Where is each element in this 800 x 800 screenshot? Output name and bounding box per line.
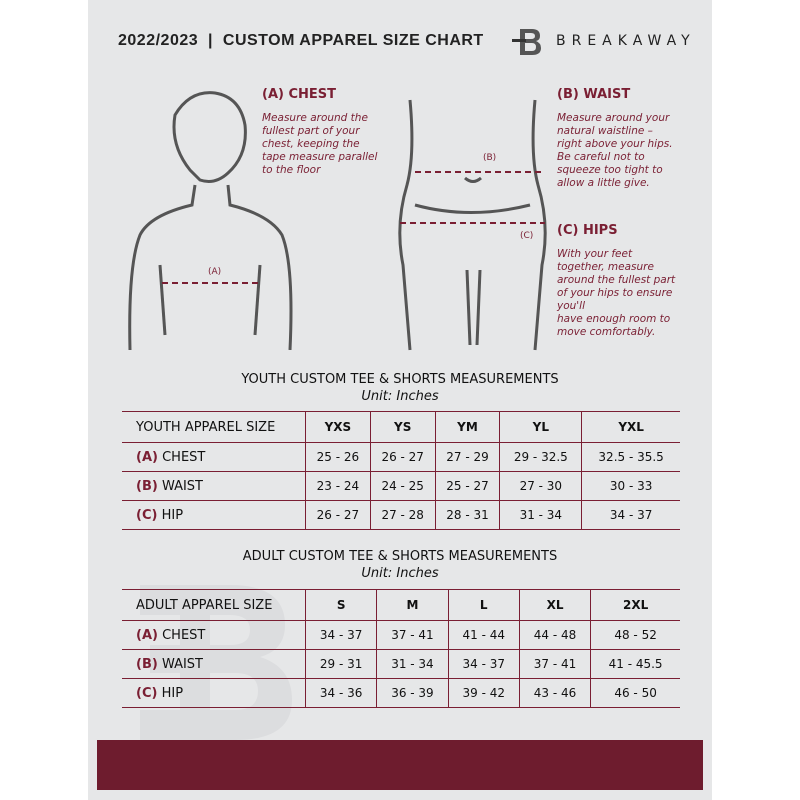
adult-unit: Unit: Inches bbox=[361, 566, 439, 581]
cell: 34 - 37 bbox=[581, 500, 680, 530]
cell: 29 - 31 bbox=[304, 649, 377, 679]
row-label: (B) WAIST bbox=[122, 471, 306, 501]
header-cell: YOUTH APPAREL SIZE bbox=[122, 411, 306, 443]
row-label: (A) CHEST bbox=[122, 620, 306, 650]
table-row: (B) WAIST 29 - 31 31 - 34 34 - 37 37 - 41 41 … bbox=[122, 649, 680, 679]
cell: 27 - 29 bbox=[434, 442, 500, 472]
waist-description: Measure around your natural waistline – ri… bbox=[557, 112, 673, 189]
cell: 29 - 32.5 bbox=[499, 442, 582, 472]
cell: 43 - 46 bbox=[518, 678, 591, 708]
cell: 25 - 26 bbox=[305, 442, 371, 472]
row-label: (C) HIP bbox=[122, 500, 306, 530]
cell: 37 - 41 bbox=[518, 649, 591, 679]
hips-marker: (C) bbox=[520, 231, 534, 241]
brand-name: BREAKAWAY bbox=[556, 33, 696, 49]
cell: 37 - 41 bbox=[376, 620, 449, 650]
waist-hips-figure-illustration bbox=[398, 99, 547, 351]
chest-description: Measure around the fullest part of your ch… bbox=[262, 112, 378, 176]
cell: 25 - 27 bbox=[434, 471, 500, 501]
cell: 26 - 27 bbox=[305, 500, 371, 530]
cell: 26 - 27 bbox=[369, 442, 436, 472]
hips-heading: (C) HIPS bbox=[557, 223, 618, 238]
header-cell: YXL bbox=[581, 411, 680, 443]
cell: 31 - 34 bbox=[376, 649, 449, 679]
header-cell: YXS bbox=[305, 411, 371, 443]
cell: 34 - 37 bbox=[447, 649, 520, 679]
row-label: (A) CHEST bbox=[122, 442, 306, 472]
cell: 34 - 37 bbox=[304, 620, 377, 650]
cell: 41 - 45.5 bbox=[590, 649, 680, 679]
table-row: (B) WAIST 23 - 24 24 - 25 25 - 27 27 - 30 30 … bbox=[122, 471, 680, 501]
youth-size-table: YOUTH APPAREL SIZE YXS YS YM YL YXL (A) CHEST… bbox=[122, 411, 680, 530]
adult-section-title: ADULT CUSTOM TEE & SHORTS MEASUREMENTS bbox=[242, 549, 558, 564]
youth-section-title: YOUTH CUSTOM TEE & SHORTS MEASUREMENTS bbox=[241, 372, 559, 387]
cell: 36 - 39 bbox=[376, 678, 449, 708]
chest-figure-illustration bbox=[128, 91, 293, 350]
cell: 41 - 44 bbox=[447, 620, 520, 650]
table-header-row: ADULT APPAREL SIZE S M L XL 2XL bbox=[122, 589, 680, 621]
header-cell: ADULT APPAREL SIZE bbox=[122, 589, 306, 621]
breakaway-logo-icon bbox=[512, 29, 541, 55]
header-cell: XL bbox=[518, 589, 591, 621]
header-cell: S bbox=[304, 589, 377, 621]
cell: 27 - 28 bbox=[369, 500, 436, 530]
cell: 46 - 50 bbox=[590, 678, 680, 708]
row-label: (B) WAIST bbox=[122, 649, 306, 679]
header-cell: 2XL bbox=[590, 589, 680, 621]
table-row: (C) HIP 26 - 27 27 - 28 28 - 31 31 - 34 34 - … bbox=[122, 500, 680, 530]
footer-band bbox=[97, 740, 703, 790]
adult-size-table: ADULT APPAREL SIZE S M L XL 2XL (A) CHEST 34 -… bbox=[122, 589, 680, 708]
waist-heading: (B) WAIST bbox=[557, 87, 631, 102]
hips-description: With your feet together, measure around th… bbox=[557, 248, 676, 338]
chest-heading: (A) CHEST bbox=[262, 87, 337, 102]
cell: 39 - 42 bbox=[447, 678, 520, 708]
cell: 27 - 30 bbox=[499, 471, 582, 501]
cell: 23 - 24 bbox=[305, 471, 371, 501]
waist-marker: (B) bbox=[483, 153, 497, 163]
youth-unit: Unit: Inches bbox=[361, 389, 439, 404]
cell: 32.5 - 35.5 bbox=[581, 442, 680, 472]
page-title: 2022/2023 | CUSTOM APPAREL SIZE CHART bbox=[118, 32, 484, 49]
cell: 28 - 31 bbox=[434, 500, 500, 530]
table-row: (A) CHEST 25 - 26 26 - 27 27 - 29 29 - 32.5 3… bbox=[122, 442, 680, 472]
header-cell: YM bbox=[434, 411, 500, 443]
cell: 34 - 36 bbox=[304, 678, 377, 708]
header-cell: YL bbox=[499, 411, 582, 443]
header-cell: L bbox=[447, 589, 520, 621]
cell: 31 - 34 bbox=[499, 500, 582, 530]
header-cell: M bbox=[376, 589, 449, 621]
header-cell: YS bbox=[369, 411, 436, 443]
table-header-row: YOUTH APPAREL SIZE YXS YS YM YL YXL bbox=[122, 411, 680, 443]
chest-marker: (A) bbox=[208, 267, 222, 277]
cell: 30 - 33 bbox=[581, 471, 680, 501]
cell: 48 - 52 bbox=[590, 620, 680, 650]
table-row: (C) HIP 34 - 36 36 - 39 39 - 42 43 - 46 46 - … bbox=[122, 678, 680, 708]
cell: 44 - 48 bbox=[518, 620, 591, 650]
table-row: (A) CHEST 34 - 37 37 - 41 41 - 44 44 - 48 48 … bbox=[122, 620, 680, 650]
row-label: (C) HIP bbox=[122, 678, 306, 708]
cell: 24 - 25 bbox=[369, 471, 436, 501]
